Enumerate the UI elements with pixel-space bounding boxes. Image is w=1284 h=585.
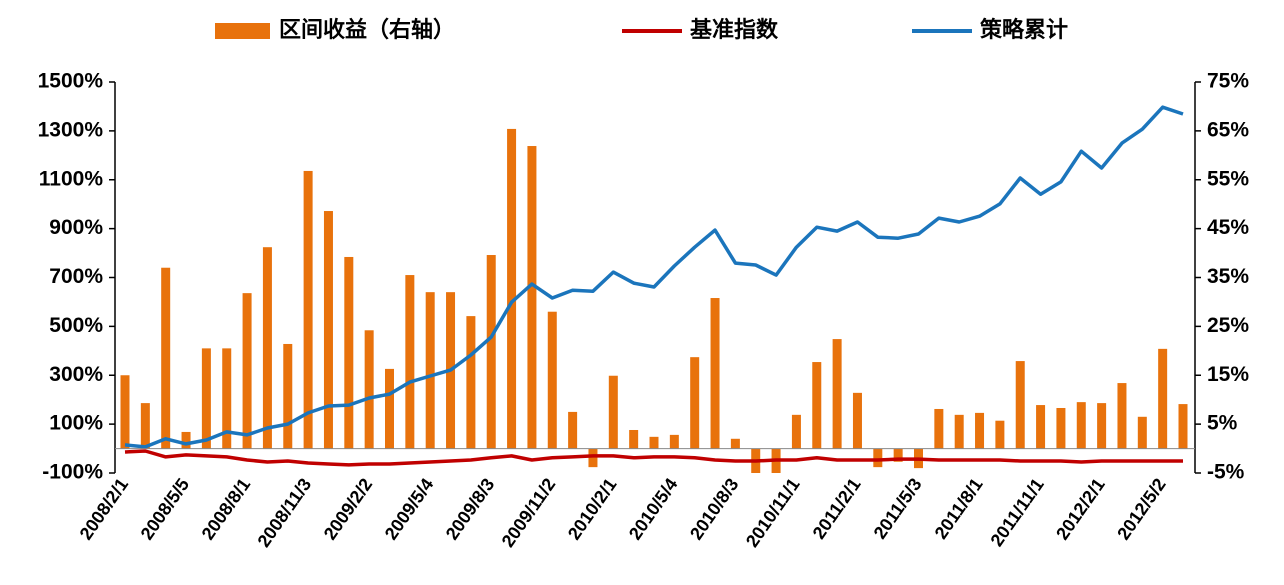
bar xyxy=(608,375,618,449)
x-tick-label: 2009/8/3 xyxy=(442,475,499,544)
y2-tick-label: 15% xyxy=(1207,363,1249,386)
y2-tick-label: 35% xyxy=(1207,265,1249,288)
bar xyxy=(405,275,415,449)
y-tick-label: 500% xyxy=(49,314,103,337)
x-tick-label: 2012/5/2 xyxy=(1113,475,1170,544)
line xyxy=(124,105,1184,449)
x-tick-label: 2009/5/4 xyxy=(381,475,438,544)
y-tick-label: 100% xyxy=(49,412,103,435)
bar xyxy=(1178,404,1188,449)
bar xyxy=(568,411,578,449)
y-tick-label: -100% xyxy=(42,461,103,484)
x-tick-label: 2008/8/1 xyxy=(198,475,255,544)
y2-tick-label: 55% xyxy=(1207,167,1249,190)
bar xyxy=(710,298,720,449)
bar xyxy=(588,448,598,468)
bar xyxy=(547,311,557,449)
bar xyxy=(323,211,333,449)
bar xyxy=(954,414,964,449)
x-tick-label: 2010/11/1 xyxy=(742,475,804,551)
y-tick-label: 900% xyxy=(49,216,103,239)
x-tick-label: 2009/2/2 xyxy=(320,475,377,544)
y-tick-label: 1300% xyxy=(38,118,104,141)
x-tick-label: 2010/2/1 xyxy=(564,475,621,544)
y2-tick-label: 45% xyxy=(1207,216,1249,239)
bar xyxy=(669,434,679,449)
legend-label: 策略累计 xyxy=(980,17,1068,42)
bar xyxy=(730,438,740,449)
bar xyxy=(1036,405,1046,449)
bar xyxy=(893,448,903,462)
y-tick-label: 1100% xyxy=(39,167,104,190)
y2-tick-label: 5% xyxy=(1207,412,1238,435)
x-tick-label: 2011/8/1 xyxy=(931,475,987,543)
bar xyxy=(120,375,130,449)
bar xyxy=(466,316,476,449)
bar xyxy=(975,412,985,449)
bar xyxy=(283,343,293,449)
x-tick-label: 2012/2/1 xyxy=(1052,475,1109,544)
bar xyxy=(832,339,842,449)
bar xyxy=(1117,383,1127,449)
bar xyxy=(852,392,862,449)
bar xyxy=(222,348,232,449)
bar xyxy=(690,357,700,449)
x-tick-label: 2011/2/1 xyxy=(809,475,865,543)
x-tick-label: 2008/5/5 xyxy=(137,475,194,544)
bar xyxy=(1015,361,1025,449)
x-tick-label: 2009/11/2 xyxy=(498,475,560,551)
x-tick-label: 2011/11/1 xyxy=(987,475,1048,550)
y2-tick-label: 75% xyxy=(1207,70,1249,93)
legend-label: 基准指数 xyxy=(690,17,779,42)
line xyxy=(124,449,1183,467)
bar xyxy=(364,330,374,449)
y-tick-label: 700% xyxy=(49,265,103,288)
bar xyxy=(791,414,801,449)
bar xyxy=(486,255,496,449)
bar xyxy=(629,429,639,449)
legend-swatch xyxy=(215,23,270,39)
y-tick-label: 1500% xyxy=(38,70,104,93)
bar xyxy=(1097,403,1107,449)
bar xyxy=(812,362,822,449)
bar xyxy=(1137,416,1147,449)
bar xyxy=(242,293,252,449)
bar xyxy=(181,431,191,449)
bar xyxy=(1158,348,1168,449)
bar xyxy=(507,128,517,449)
x-tick-label: 2011/5/3 xyxy=(870,475,926,543)
y2-tick-label: 65% xyxy=(1207,118,1249,141)
y-tick-label: 300% xyxy=(49,363,103,386)
bar xyxy=(1076,402,1086,449)
y2-tick-label: -5% xyxy=(1207,461,1245,484)
bar xyxy=(161,267,171,449)
x-tick-label: 2008/2/1 xyxy=(76,475,133,544)
bar xyxy=(303,170,313,449)
bar xyxy=(262,247,272,449)
bar xyxy=(1056,407,1066,449)
bar xyxy=(873,448,883,468)
bar xyxy=(527,146,537,449)
bar xyxy=(934,408,944,449)
x-tick-label: 2008/11/3 xyxy=(254,475,316,551)
y2-tick-label: 25% xyxy=(1207,314,1249,337)
bar xyxy=(201,348,211,449)
bar xyxy=(385,368,394,449)
bar xyxy=(425,292,435,449)
bar xyxy=(649,436,659,449)
bar xyxy=(995,420,1005,449)
x-tick-label: 2010/5/4 xyxy=(625,475,682,544)
bar xyxy=(140,403,150,449)
legend-label: 区间收益（右轴） xyxy=(279,17,455,42)
bar xyxy=(344,256,354,449)
x-tick-label: 2010/8/3 xyxy=(686,475,743,544)
